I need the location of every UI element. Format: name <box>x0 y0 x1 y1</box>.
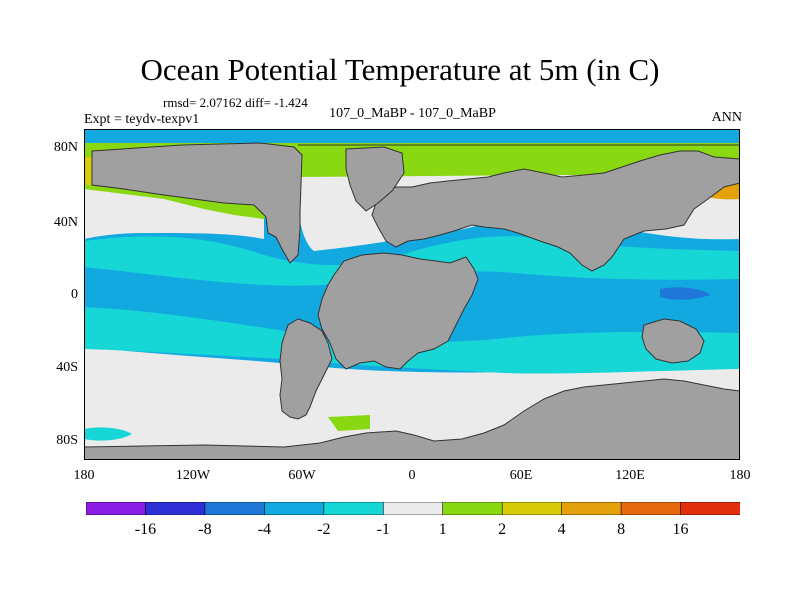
colorbar-label-6: 2 <box>498 521 507 538</box>
colorbar-swatch-5 <box>382 502 444 515</box>
chart-title: Ocean Potential Temperature at 5m (in C) <box>140 52 660 87</box>
lat-label-0: 0 <box>71 287 78 302</box>
africa-land <box>317 252 479 370</box>
green-patch-south <box>328 415 370 431</box>
stats-line: rmsd= 2.07162 diff= -1.424 <box>163 95 308 110</box>
colorbar-swatch-7 <box>501 502 563 515</box>
colorbar-swatch-6 <box>442 502 503 515</box>
colorbar-label-8: 8 <box>617 521 626 538</box>
antarctica-land <box>84 378 740 460</box>
south-america-land <box>279 318 333 420</box>
colorbar-swatch-0 <box>86 502 147 515</box>
colorbar-swatch-9 <box>620 502 682 515</box>
land-masses <box>84 142 740 460</box>
map-frame <box>84 129 740 460</box>
colorbar-label-9: 16 <box>672 521 689 538</box>
lon-label-180e: 180 <box>729 468 751 483</box>
southern-cyan-band <box>84 307 740 374</box>
lon-label-120e: 120E <box>615 468 645 483</box>
cyan-patch-south <box>84 427 132 441</box>
colorbar-swatch-3 <box>264 502 325 515</box>
north-america-land <box>91 142 303 264</box>
season-label: ANN <box>711 110 742 125</box>
ocean-temperature-map <box>84 129 740 460</box>
lat-label-80n: 80N <box>53 140 78 155</box>
lat-label-40n: 40N <box>53 215 78 230</box>
colorbar-label-1: -8 <box>198 521 212 538</box>
colorbar-swatch-1 <box>145 502 206 515</box>
lon-label-60e: 60E <box>509 468 533 483</box>
lon-label-0: 0 <box>408 468 416 483</box>
lon-label-60w: 60W <box>288 468 316 483</box>
colorbar-swatch-4 <box>323 502 385 515</box>
comparison-label: 107_0_MaBP - 107_0_MaBP <box>329 106 496 121</box>
australia-land <box>641 318 705 364</box>
colorbar-label-5: 1 <box>438 521 447 538</box>
colorbar-label-2: -4 <box>257 521 272 538</box>
lat-label-40s: 40S <box>56 360 78 375</box>
colorbar <box>86 502 740 515</box>
experiment-label: Expt = teydv-texpv1 <box>84 112 200 127</box>
lon-label-180w: 180 <box>73 468 95 483</box>
eurasia-land <box>298 144 740 272</box>
colorbar-label-4: -1 <box>376 521 390 538</box>
colorbar-label-0: -16 <box>134 521 157 538</box>
colorbar-label-3: -2 <box>317 521 331 538</box>
lon-label-120w: 120W <box>175 468 211 483</box>
colorbar-label-7: 4 <box>557 521 566 538</box>
strong-negative-patch-pacific <box>660 287 710 300</box>
colorbar-swatch-2 <box>204 502 266 515</box>
colorbar-swatch-10 <box>680 502 740 515</box>
lat-label-80s: 80S <box>56 433 78 448</box>
colorbar-swatch-8 <box>561 502 622 515</box>
greenland-land <box>345 146 405 212</box>
